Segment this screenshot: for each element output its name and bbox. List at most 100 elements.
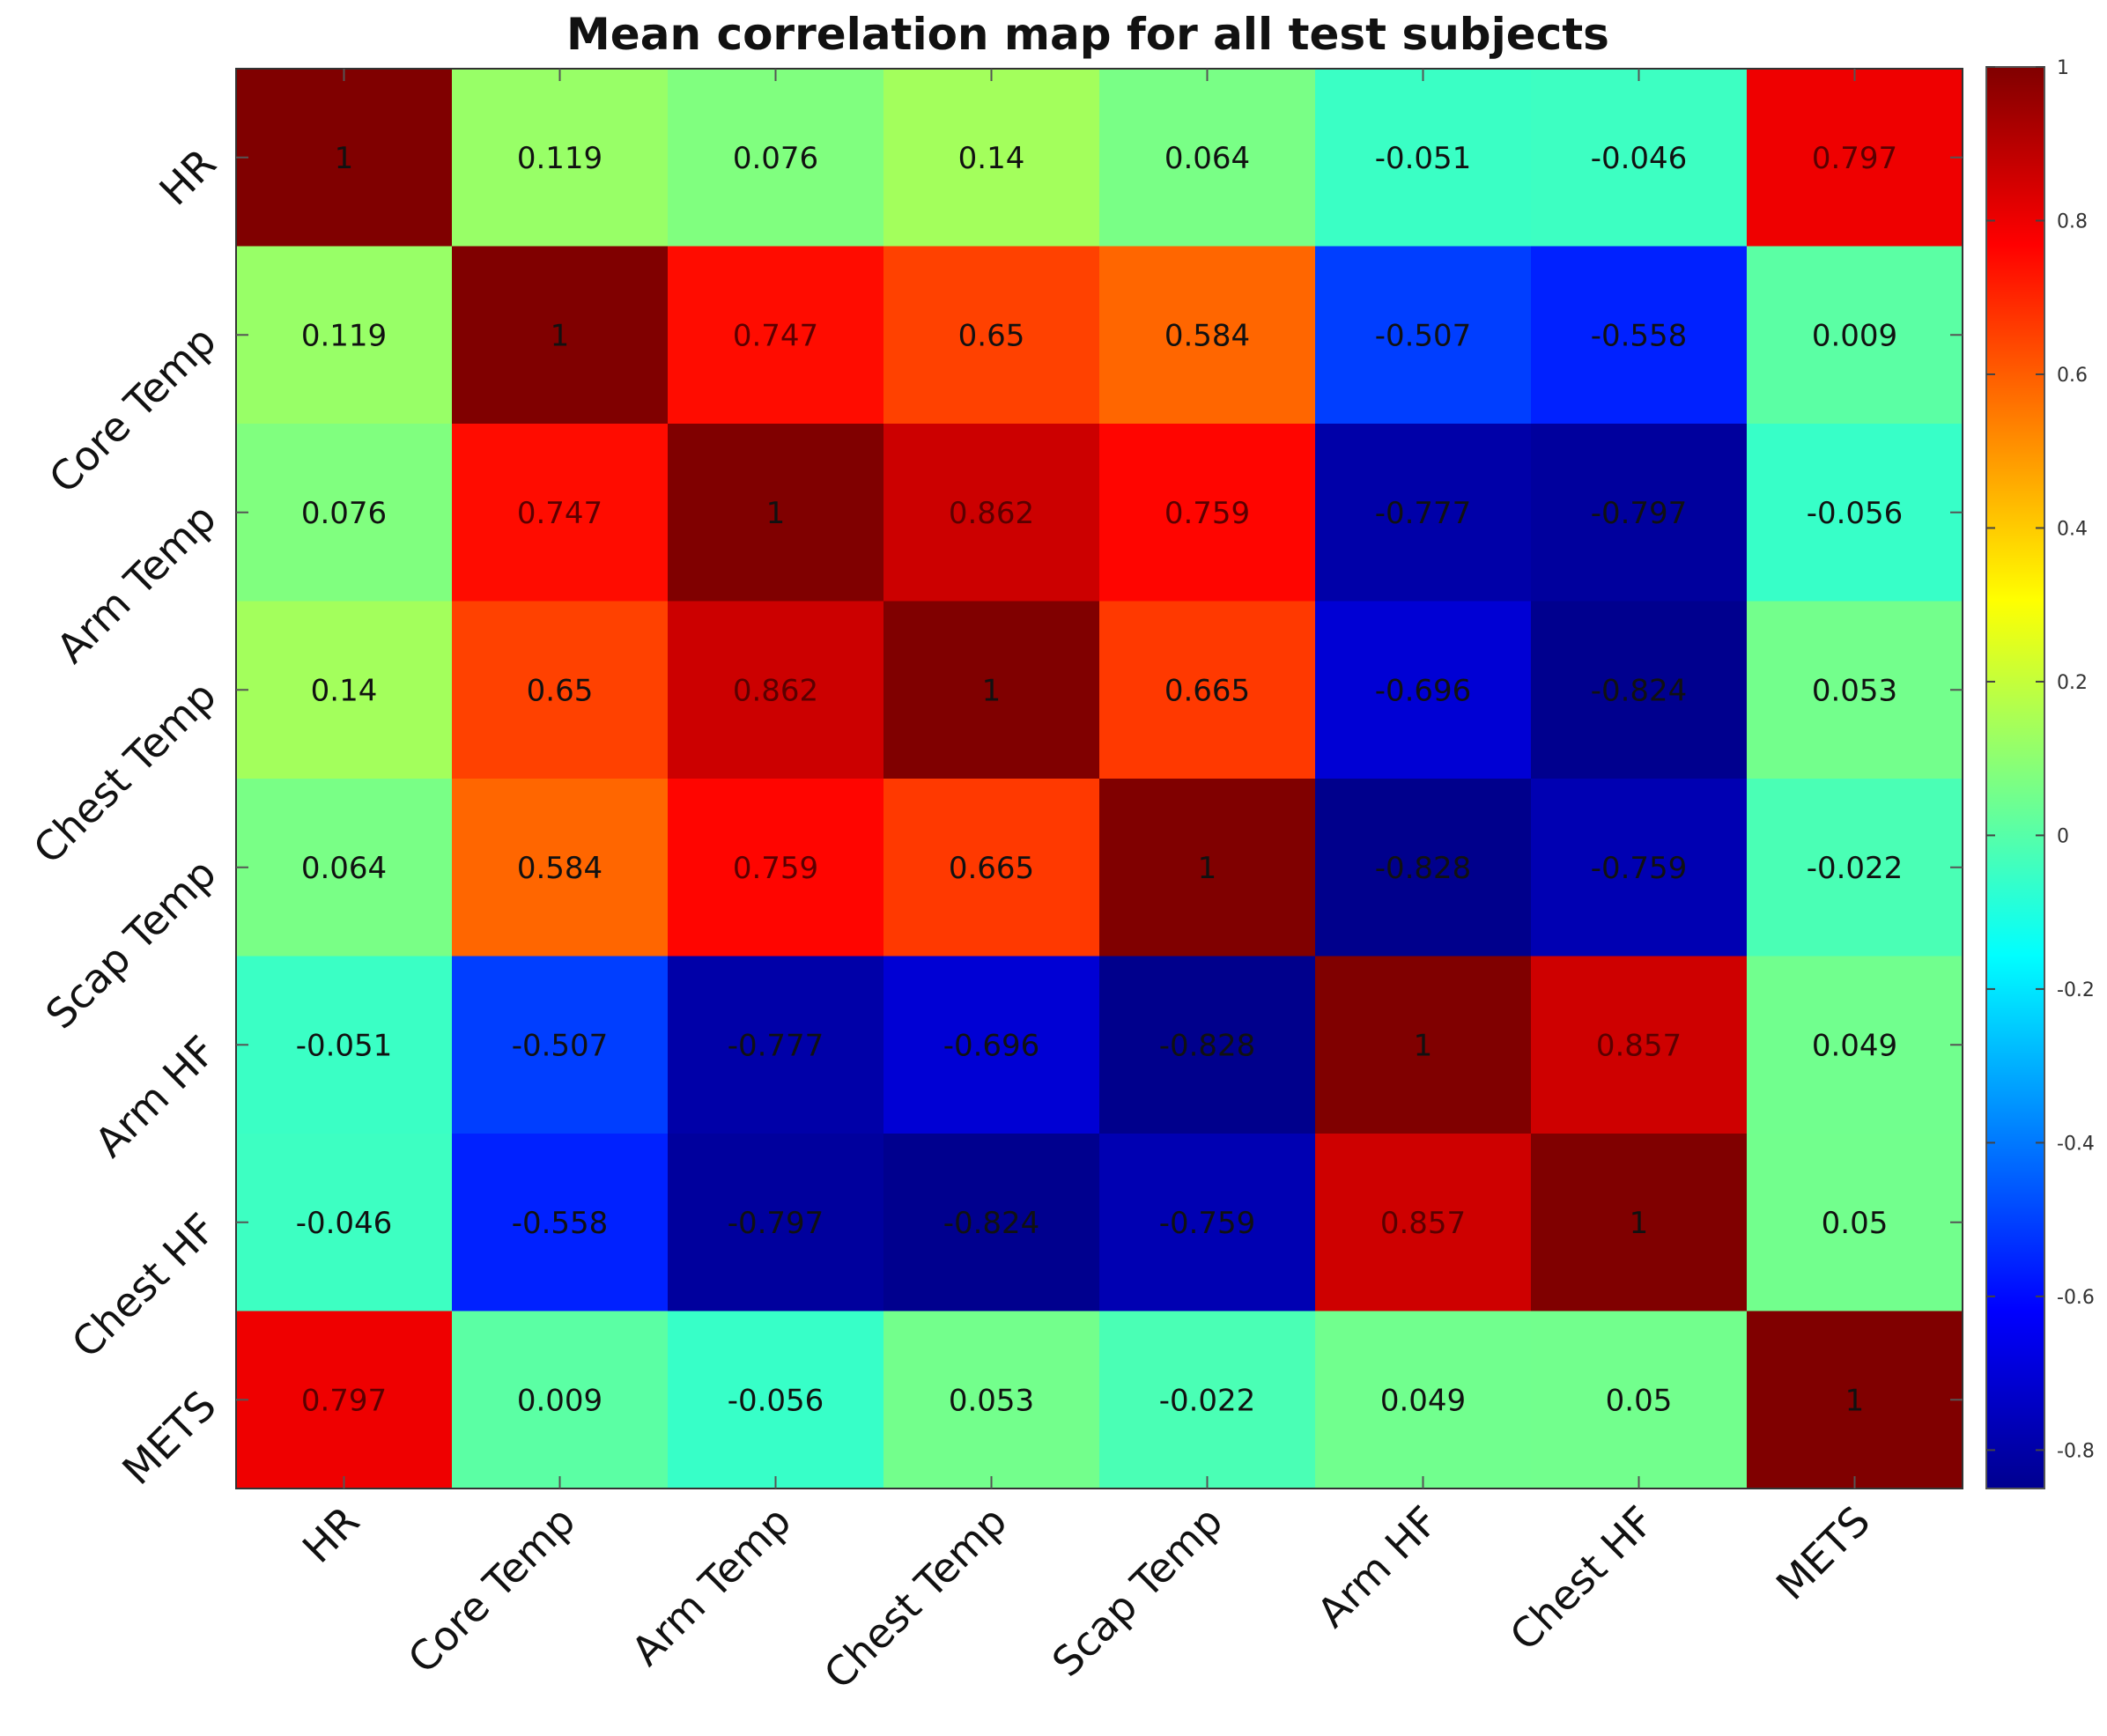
cell-value-label: -0.046 xyxy=(1591,141,1688,176)
cell-value-label: -0.558 xyxy=(512,1206,609,1241)
col-label-core-temp: Core Temp xyxy=(399,1497,584,1682)
heatmap-cell-r3-c0 xyxy=(236,601,453,779)
heatmap-cell-r5-c5 xyxy=(1315,956,1532,1134)
cell-value-label: 1 xyxy=(1630,1206,1649,1241)
heatmap-cell-r3-c7 xyxy=(1747,601,1963,779)
heatmap-cell-r0-c4 xyxy=(1099,69,1316,247)
heatmap-cell-r7-c2 xyxy=(668,1311,884,1489)
cell-value-label: 0.076 xyxy=(733,141,818,176)
colorbar-gradient xyxy=(1985,66,2045,1489)
heatmap-cell-r1-c4 xyxy=(1099,246,1316,425)
heatmap-cell-r3-c5 xyxy=(1315,601,1532,779)
heatmap-cell-r2-c6 xyxy=(1531,424,1748,602)
heatmap-cell-r2-c2 xyxy=(668,424,884,602)
cell-value-label: -0.759 xyxy=(1591,851,1688,886)
heatmap-cell-r4-c6 xyxy=(1531,779,1748,957)
cell-value-label: 0.759 xyxy=(733,851,818,886)
cell-value-label: -0.056 xyxy=(1807,496,1904,531)
heatmap-cell-r6-c0 xyxy=(236,1134,453,1311)
cell-value-label: -0.558 xyxy=(1591,318,1688,353)
cell-value-label: 0.857 xyxy=(1380,1206,1466,1241)
heatmap-cell-r5-c6 xyxy=(1531,956,1748,1134)
heatmap-cell-r2-c5 xyxy=(1315,424,1532,602)
colorbar-tick-label: -0.4 xyxy=(2057,1133,2095,1155)
cell-value-label: 0.076 xyxy=(301,496,387,531)
heatmap-cell-r2-c7 xyxy=(1747,424,1963,602)
heatmap-cell-r1-c1 xyxy=(452,246,669,425)
col-label-arm-hf: Arm HF xyxy=(1308,1497,1447,1636)
heatmap-cells xyxy=(236,69,1963,1489)
heatmap-cell-r3-c2 xyxy=(668,601,884,779)
plot-frame xyxy=(235,68,1963,1489)
heatmap-cell-labels: 1 0.119 0.076 0.14 0.064 -0.051 -0.046 0.797 0.1… xyxy=(296,141,1904,1419)
heatmap-cell-r2-c1 xyxy=(452,424,669,602)
cell-value-label: -0.056 xyxy=(728,1383,824,1418)
heatmap-cell-r5-c3 xyxy=(883,956,1100,1134)
cell-value-label: 0.009 xyxy=(517,1383,603,1418)
cell-value-label: 0.049 xyxy=(1812,1028,1897,1063)
cell-value-label: -0.797 xyxy=(1591,496,1688,531)
heatmap-cell-r3-c6 xyxy=(1531,601,1748,779)
row-label-scap-temp: Scap Temp xyxy=(36,849,225,1038)
heatmap-cell-r3-c4 xyxy=(1099,601,1316,779)
heatmap-cell-r6-c2 xyxy=(668,1134,884,1311)
cell-value-label: 0.009 xyxy=(1812,318,1897,353)
heatmap-cell-r4-c4 xyxy=(1099,779,1316,957)
cell-value-label: -0.046 xyxy=(296,1206,393,1241)
cell-value-label: 0.064 xyxy=(301,851,387,886)
col-label-chest-temp: Chest Temp xyxy=(815,1497,1016,1698)
heatmap-cell-r0-c3 xyxy=(883,69,1100,247)
heatmap-cell-r4-c7 xyxy=(1747,779,1963,957)
row-label-mets: METS xyxy=(113,1382,225,1494)
cell-value-label: 0.584 xyxy=(1164,318,1250,353)
cell-value-label: 0.665 xyxy=(949,851,1034,886)
heatmap-cell-r7-c5 xyxy=(1315,1311,1532,1489)
cell-value-label: -0.696 xyxy=(943,1028,1040,1063)
heatmap-cell-r4-c5 xyxy=(1315,779,1532,957)
colorbar-ticks: 1 0.8 0.6 0.4 0.2 0 -0.2 -0.4 -0.6 -0.8 xyxy=(1986,57,2095,1462)
cell-value-label: 0.65 xyxy=(527,673,594,708)
heatmap-cell-r4-c1 xyxy=(452,779,669,957)
cell-value-label: 0.053 xyxy=(949,1383,1034,1418)
heatmap-cell-r0-c6 xyxy=(1531,69,1748,247)
cell-value-label: 1 xyxy=(982,673,1002,708)
cell-value-label: 0.862 xyxy=(949,496,1034,531)
cell-value-label: -0.824 xyxy=(943,1206,1040,1241)
cell-value-label: 1 xyxy=(1414,1028,1433,1063)
heatmap-cell-r5-c2 xyxy=(668,956,884,1134)
cell-value-label: -0.507 xyxy=(512,1028,609,1063)
heatmap-cell-r7-c6 xyxy=(1531,1311,1748,1489)
colorbar-tick-label: 0 xyxy=(2057,825,2069,847)
cell-value-label: -0.759 xyxy=(1159,1206,1256,1241)
heatmap-cell-r6-c3 xyxy=(883,1134,1100,1311)
col-label-chest-hf: Chest HF xyxy=(1501,1497,1664,1660)
col-label-hr: HR xyxy=(293,1497,368,1572)
cell-value-label: -0.051 xyxy=(1375,141,1472,176)
colorbar-tick-label: 0.2 xyxy=(2057,672,2088,694)
cell-value-label: 0.747 xyxy=(517,496,603,531)
colorbar-tick-label: 0.8 xyxy=(2057,211,2088,233)
cell-value-label: 0.119 xyxy=(301,318,387,353)
cell-value-label: 0.857 xyxy=(1596,1028,1682,1063)
cell-value-label: 1 xyxy=(335,141,354,176)
col-label-mets: METS xyxy=(1767,1497,1879,1609)
heatmap-cell-r6-c7 xyxy=(1747,1134,1963,1311)
heatmap-cell-r7-c4 xyxy=(1099,1311,1316,1489)
heatmap-cell-r6-c1 xyxy=(452,1134,669,1311)
cell-value-label: -0.828 xyxy=(1375,851,1472,886)
col-label-arm-temp: Arm Temp xyxy=(622,1497,800,1675)
heatmap-cell-r7-c1 xyxy=(452,1311,669,1489)
colorbar-tick-label: -0.2 xyxy=(2057,979,2095,1001)
heatmap-cell-r0-c2 xyxy=(668,69,884,247)
cell-value-label: 0.584 xyxy=(517,851,603,886)
heatmap-cell-r2-c4 xyxy=(1099,424,1316,602)
cell-value-label: 1 xyxy=(551,318,570,353)
heatmap-cell-r5-c4 xyxy=(1099,956,1316,1134)
cell-value-label: 0.064 xyxy=(1164,141,1250,176)
cell-value-label: -0.777 xyxy=(728,1028,824,1063)
colorbar-tick-label: 1 xyxy=(2057,57,2069,79)
cell-value-label: -0.797 xyxy=(728,1206,824,1241)
heatmap-cell-r1-c5 xyxy=(1315,246,1532,425)
col-label-scap-temp: Scap Temp xyxy=(1043,1497,1231,1686)
heatmap-cell-r2-c3 xyxy=(883,424,1100,602)
